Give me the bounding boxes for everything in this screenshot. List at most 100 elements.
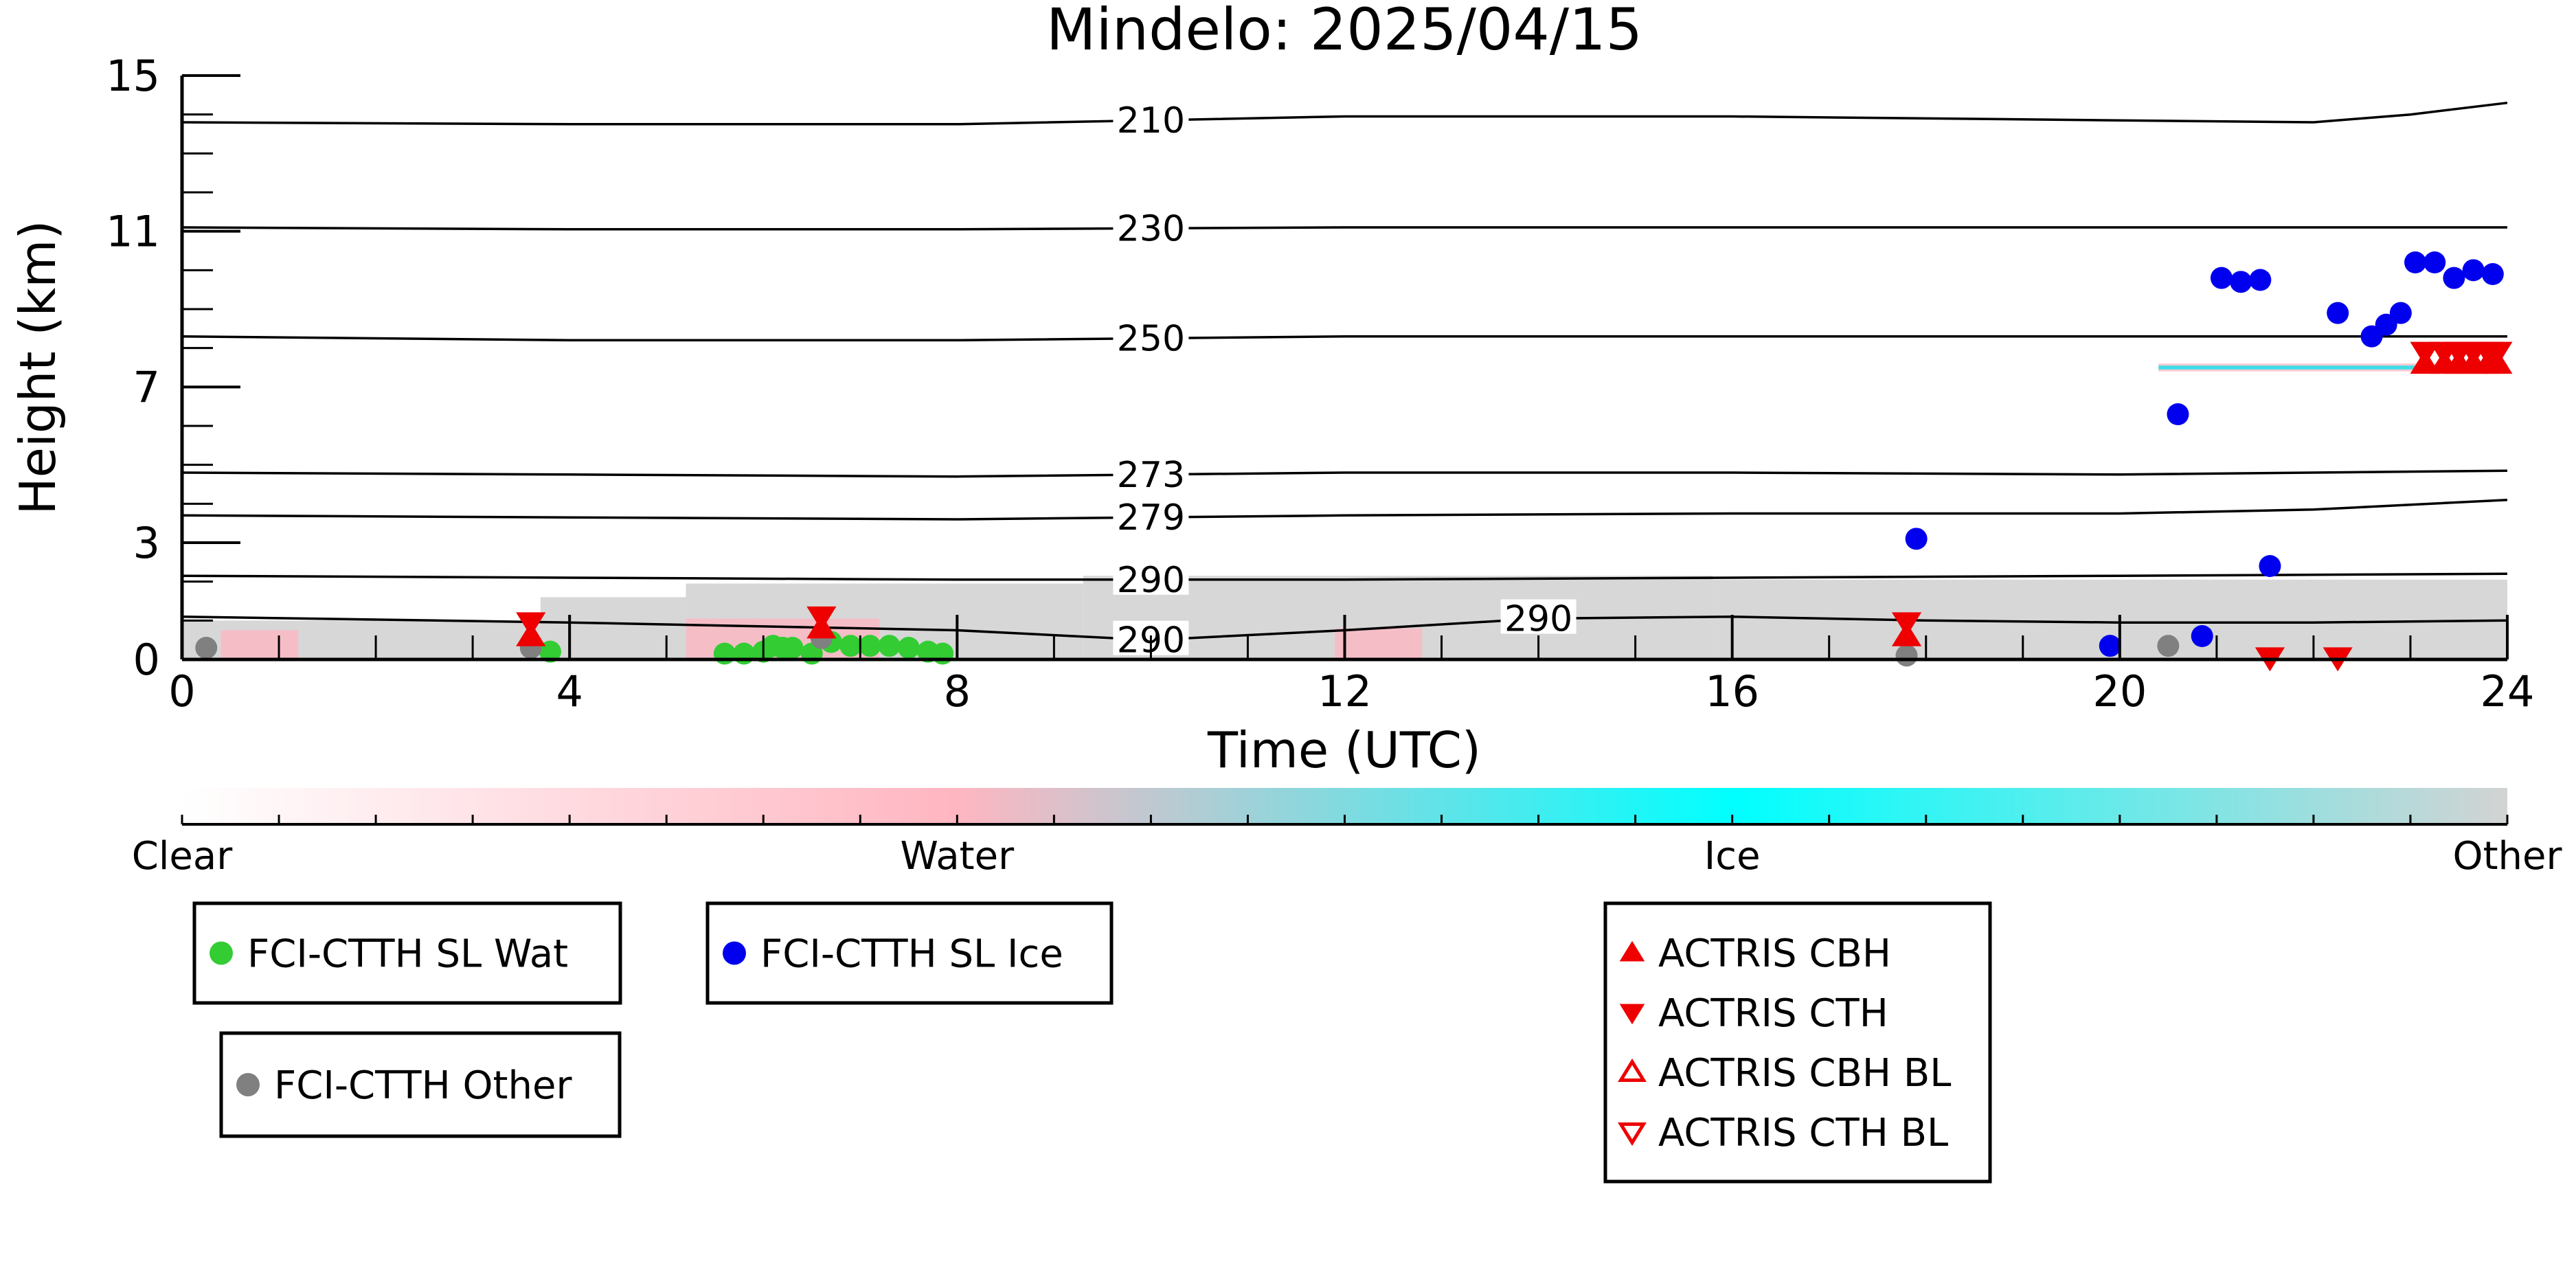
point-fci-ctth-sl-wat (839, 635, 862, 657)
legend-label: ACTRIS CTH (1658, 991, 1888, 1036)
point-fci-ctth-sl-ice (2327, 302, 2349, 324)
colorbar-label: Water (901, 834, 1015, 879)
point-actris-cth (806, 606, 837, 631)
point-fci-ctth-sl-ice (2481, 263, 2504, 285)
contour-label-bg (1113, 560, 1189, 595)
legend-box: FCI-CTTH SL Wat (192, 901, 622, 1005)
point-fci-ctth-sl-ice (2210, 267, 2233, 289)
colorbar-label: Clear (132, 834, 233, 879)
contour-label-bg (1113, 455, 1189, 490)
colorbar-ticks (181, 815, 2509, 824)
legend-box: ACTRIS CBH ACTRIS CTH ACTRIS CBH BL ACTRIS … (1603, 901, 1992, 1184)
y-tick-label: 3 (133, 518, 160, 568)
legend-frame (192, 901, 622, 1005)
point-fci-ctth-sl-ice (2099, 635, 2121, 657)
point-fci-ctth-sl-wat (781, 637, 804, 659)
point-fci-ctth-other (1895, 644, 1918, 667)
legend-box: FCI-CTTH SL Ice (705, 901, 1114, 1005)
point-fci-ctth-sl-wat (931, 642, 954, 665)
contour-label: 210 (1117, 100, 1185, 142)
legend-marker (1618, 1058, 1647, 1082)
point-fci-ctth-sl-ice (1905, 528, 1928, 550)
point-fci-ctth-sl-ice (2167, 403, 2189, 425)
point-fci-ctth-sl-ice (2191, 625, 2213, 647)
legend-marker (210, 941, 233, 965)
point-fci-ctth-sl-ice (2389, 302, 2412, 324)
contour-line (181, 469, 2508, 478)
classification-region-ice (2158, 365, 2507, 370)
colorbar-label: Ice (1704, 834, 1761, 879)
y-tick-label: 0 (133, 635, 160, 685)
point-fci-ctth-sl-wat (897, 637, 920, 659)
legend-frame (705, 901, 1114, 1005)
classification-region-water (221, 630, 299, 659)
point-fci-ctth-sl-wat (859, 635, 881, 657)
legend-marker (1618, 1122, 1647, 1146)
x-tick-label: 24 (2481, 666, 2535, 716)
point-fci-ctth-sl-ice (2462, 259, 2485, 282)
contour-line (181, 498, 2508, 521)
contour-label: 230 (1117, 208, 1185, 249)
contour-label-bg (1113, 101, 1189, 136)
legend-label: FCI-CTTH SL Ice (760, 932, 1063, 977)
x-axis-label: Time (UTC) (1207, 721, 1481, 779)
point-fci-ctth-sl-ice (2404, 251, 2427, 273)
y-tick-label: 15 (106, 51, 160, 101)
contour-label: 279 (1117, 497, 1185, 539)
point-fci-ctth-sl-wat (713, 642, 736, 665)
classification-region-other (540, 597, 686, 659)
point-actris-cth (516, 612, 546, 637)
point-actris-cth (1891, 612, 1922, 637)
y-tick-label: 11 (106, 207, 160, 257)
chart-title: Mindelo: 2025/04/15 (1046, 0, 1642, 63)
contour-label: 273 (1117, 455, 1185, 496)
legend-box: FCI-CTTH Other (219, 1031, 622, 1138)
legends: FCI-CTTH SL Wat FCI-CTTH SL Ice FCI-CTTH O… (192, 901, 1992, 1184)
legend-marker (1619, 940, 1645, 962)
colorbar: Clear Water Ice Other (132, 788, 2563, 879)
data-markers (195, 251, 2513, 672)
contour-label: 290 (1117, 560, 1185, 601)
point-fci-ctth-sl-wat (878, 635, 901, 657)
point-fci-ctth-other (195, 637, 218, 659)
legend-label: FCI-CTTH Other (274, 1063, 572, 1108)
point-actris-cth (2410, 341, 2440, 366)
point-actris-cth (2483, 341, 2513, 366)
point-fci-ctth-sl-ice (2424, 251, 2446, 273)
contour-label-bg (1113, 319, 1189, 354)
x-tick-label: 20 (2092, 666, 2147, 716)
contour-label-bg (1500, 599, 1577, 634)
contour-label-bg (1113, 498, 1189, 533)
x-tick-label: 12 (1318, 666, 1372, 716)
point-fci-ctth-sl-ice (2249, 269, 2272, 291)
contour-line (181, 572, 2508, 581)
point-fci-ctth-sl-ice (2259, 555, 2281, 577)
legend-marker (236, 1073, 260, 1096)
ticks: 0 3 7 11 15 0 4 8 12 16 20 24 (106, 51, 2534, 716)
colorbar-labels: Clear Water Ice Other (132, 834, 2563, 879)
x-tick-label: 0 (168, 666, 195, 716)
x-tick-label: 4 (556, 666, 583, 716)
legend-frame (219, 1031, 622, 1138)
point-fci-ctth-sl-ice (2443, 267, 2465, 289)
point-fci-ctth-sl-wat (733, 642, 756, 665)
colorbar-label: Other (2452, 834, 2562, 879)
contour-label: 290 (1504, 599, 1572, 640)
point-fci-ctth-sl-ice (2230, 271, 2252, 293)
y-tick-label: 7 (133, 362, 160, 412)
x-tick-label: 8 (944, 666, 971, 716)
legend-marker (723, 941, 746, 965)
contour-line (181, 335, 2507, 342)
legend-label: ACTRIS CBH (1658, 931, 1891, 976)
legend-label: FCI-CTTH SL Wat (247, 932, 568, 977)
legend-marker (1619, 1004, 1645, 1025)
contour-label-bg (1113, 209, 1189, 244)
legend-frame (1603, 901, 1992, 1184)
x-tick-label: 16 (1705, 666, 1759, 716)
classification-region-water (1335, 628, 1423, 659)
y-axis-label: Height (km) (9, 221, 67, 515)
contour-label: 250 (1117, 319, 1185, 360)
legend-label: ACTRIS CBH BL (1658, 1051, 1951, 1096)
